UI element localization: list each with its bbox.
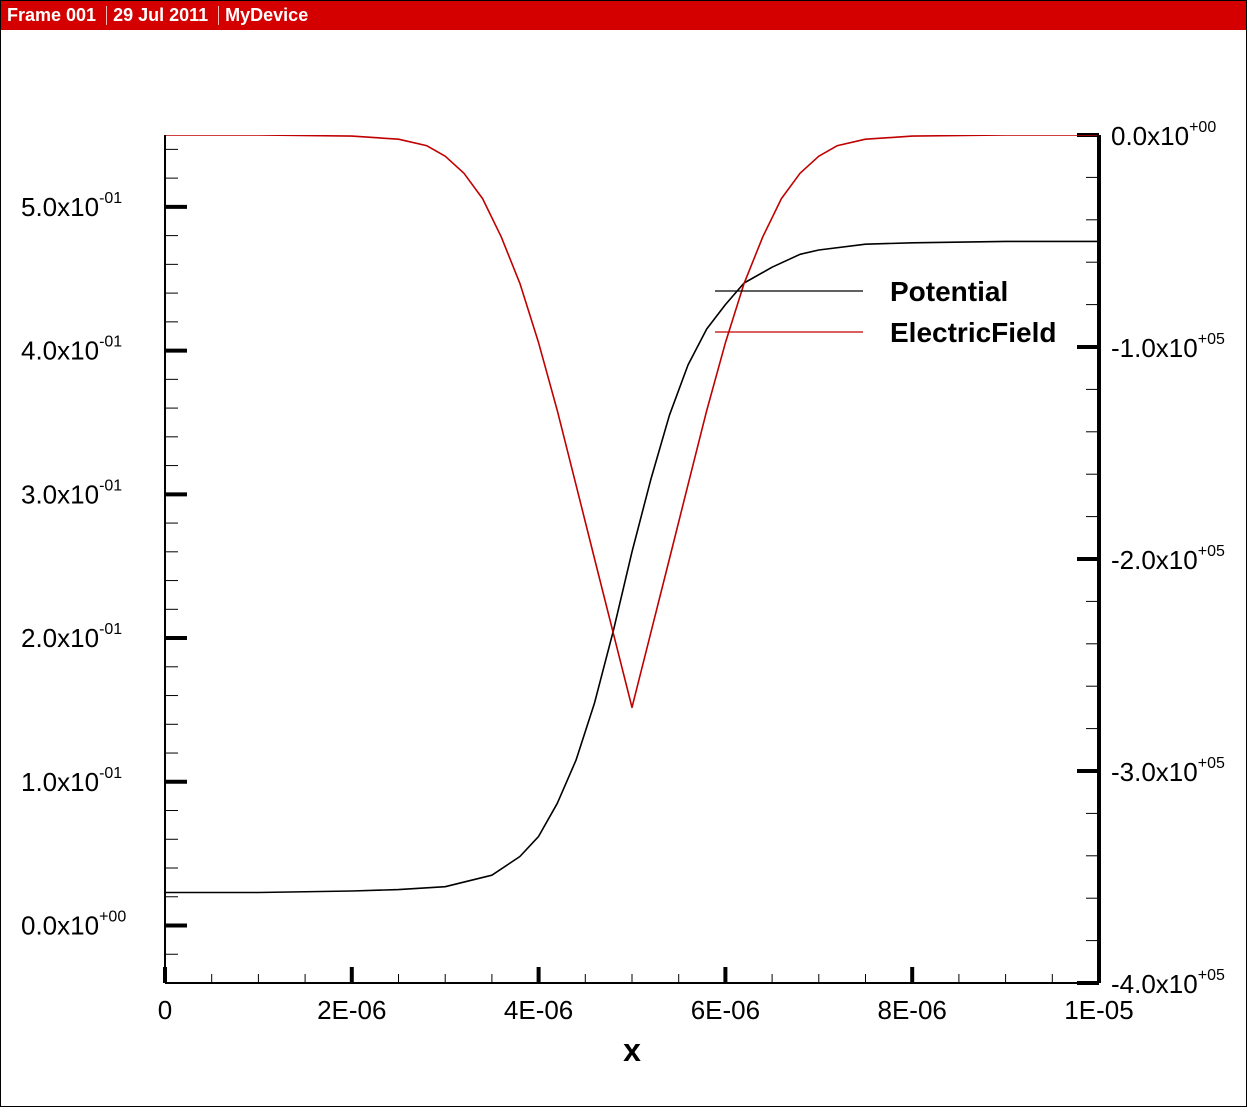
series-layer: [165, 135, 1099, 894]
legend-label-electricfield: ElectricField: [890, 317, 1057, 348]
frame-label: Frame 001: [7, 5, 97, 25]
device-name: MyDevice: [225, 5, 309, 25]
x-tick-label: 6E-06: [691, 995, 760, 1025]
right-tick-label: 0.0x10+00: [1111, 119, 1216, 151]
tick-marks: [163, 133, 1101, 985]
x-tick-label: 0: [158, 995, 172, 1025]
right-tick-label: -2.0x10+05: [1111, 543, 1225, 575]
left-tick-label: 5.0x10-01: [21, 190, 122, 222]
series-line-electricfield: [165, 135, 1099, 709]
right-tick-label: -1.0x10+05: [1111, 331, 1225, 363]
x-tick-label: 1E-05: [1064, 995, 1133, 1025]
left-tick-label: 2.0x10-01: [21, 621, 122, 653]
right-tick-label: -4.0x10+05: [1111, 967, 1225, 999]
series-line-potential: [165, 240, 1099, 894]
frame-date: 29 Jul 2011: [113, 5, 209, 25]
legend: Potential ElectricField: [715, 276, 1057, 348]
legend-label-potential: Potential: [890, 276, 1008, 307]
left-tick-label: 4.0x10-01: [21, 334, 122, 366]
x-tick-label: 4E-06: [504, 995, 573, 1025]
frame-header: Frame 001 29 Jul 2011 MyDevice: [1, 1, 1246, 30]
axes: [164, 135, 1101, 984]
header-separator: [106, 6, 108, 25]
left-tick-label: 3.0x10-01: [21, 477, 122, 509]
x-axis-label: x: [623, 1032, 641, 1068]
tick-labels: 0 2E-06 4E-06 6E-06 8E-06 1E-05 0.0x10+00 1.0x1…: [21, 119, 1225, 1025]
right-tick-label: -3.0x10+05: [1111, 755, 1225, 787]
header-separator: [218, 6, 220, 25]
x-tick-label: 8E-06: [878, 995, 947, 1025]
left-tick-label: 0.0x10+00: [21, 909, 126, 941]
x-tick-label: 2E-06: [317, 995, 386, 1025]
left-tick-label: 1.0x10-01: [21, 765, 122, 797]
